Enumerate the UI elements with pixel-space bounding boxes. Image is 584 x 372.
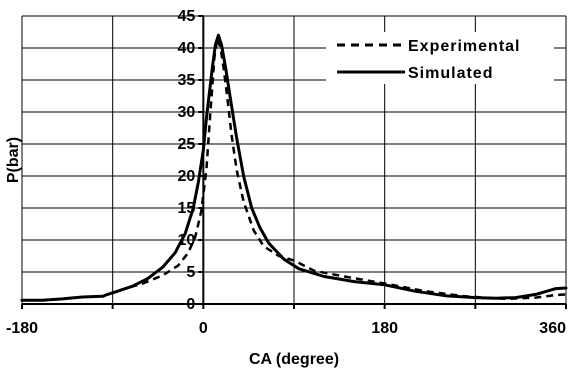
x-tick-label: 0 bbox=[199, 320, 208, 337]
y-tick-label: 5 bbox=[186, 264, 195, 281]
tick-labels: 0 5 10 15 20 25 30 35 40 45 -180 0 180 360 bbox=[6, 8, 566, 337]
x-tick-label: -180 bbox=[6, 320, 38, 337]
y-tick-label: 45 bbox=[178, 8, 196, 25]
legend-label-simulated: Simulated bbox=[408, 65, 493, 82]
y-tick-label: 35 bbox=[178, 72, 196, 89]
legend: Experimental Simulated bbox=[326, 32, 554, 84]
x-axis-title: CA (degree) bbox=[249, 351, 339, 368]
x-tick-label: 360 bbox=[539, 320, 566, 337]
legend-label-experimental: Experimental bbox=[408, 38, 520, 55]
y-axis-title: P(bar) bbox=[5, 137, 22, 183]
y-tick-label: 30 bbox=[178, 104, 196, 121]
legend-background bbox=[326, 32, 554, 84]
y-tick-label: 0 bbox=[186, 296, 195, 313]
y-tick-label: 20 bbox=[178, 168, 196, 185]
y-tick-label: 15 bbox=[178, 200, 196, 217]
series-lines bbox=[20, 33, 568, 302]
axes bbox=[21, 15, 567, 309]
series-line-simulated bbox=[20, 33, 568, 302]
y-tick-label: 25 bbox=[178, 136, 196, 153]
y-tick-label: 40 bbox=[178, 40, 196, 57]
x-tick-label: 180 bbox=[371, 320, 398, 337]
y-tick-label: 10 bbox=[178, 232, 196, 249]
